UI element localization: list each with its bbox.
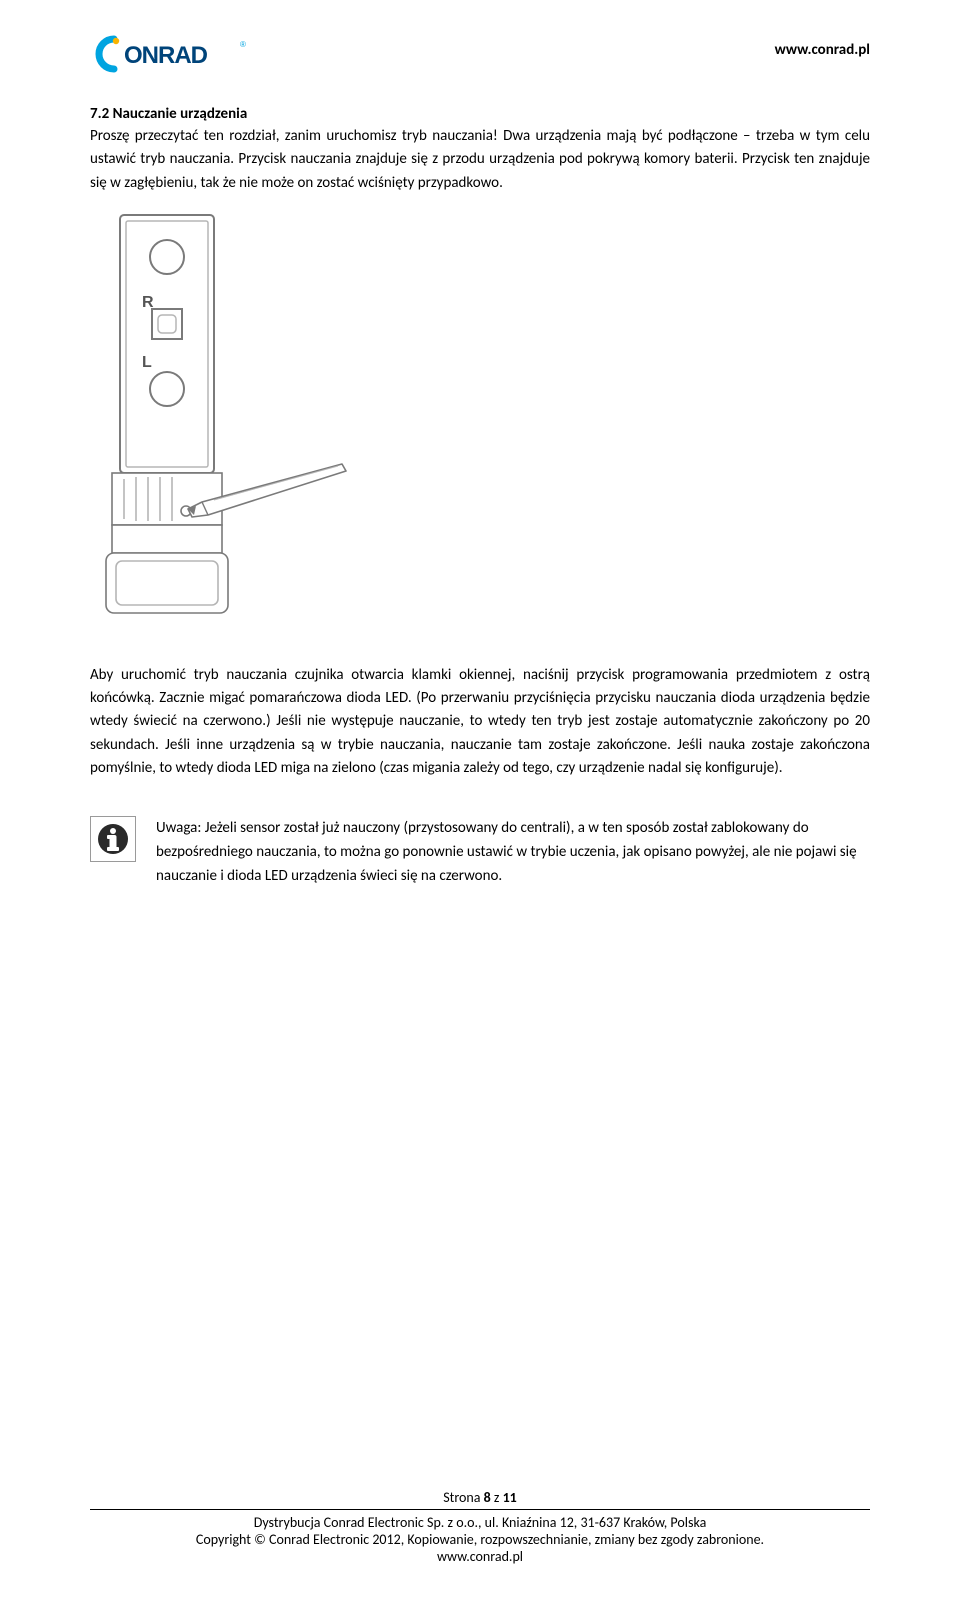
page-footer: Strona 8 z 11 Dystrybucja Conrad Electro…: [90, 1489, 870, 1565]
device-diagram: R L: [90, 209, 870, 644]
footer-divider: [90, 1509, 870, 1510]
page-number: Strona 8 z 11: [90, 1489, 870, 1506]
note-text: Uwaga: Jeżeli sensor został już nauczony…: [156, 816, 870, 888]
page-label-pre: Strona: [443, 1489, 483, 1506]
page-current: 8: [484, 1489, 491, 1506]
page-total: 11: [503, 1489, 517, 1506]
note-block: Uwaga: Jeżeli sensor został już nauczony…: [90, 816, 870, 888]
logo-svg: ONRAD ®: [90, 35, 260, 73]
header-row: ONRAD ® www.conrad.pl: [90, 35, 870, 73]
svg-text:®: ®: [240, 40, 246, 49]
footer-line-2: Copyright © Conrad Electronic 2012, Kopi…: [90, 1531, 870, 1548]
logo-text: ONRAD: [124, 42, 208, 69]
paragraph-2: Aby uruchomić tryb nauczania czujnika ot…: [90, 664, 870, 780]
conrad-logo: ONRAD ®: [90, 35, 260, 73]
page-sep: z: [491, 1489, 503, 1506]
footer-line-3: www.conrad.pl: [90, 1548, 870, 1565]
diagram-label-l: L: [142, 354, 152, 371]
paragraph-1: Proszę przeczytać ten rozdział, zanim ur…: [90, 125, 870, 195]
info-icon: [90, 816, 136, 862]
footer-line-1: Dystrybucja Conrad Electronic Sp. z o.o.…: [90, 1514, 870, 1531]
section-heading: 7.2 Nauczanie urządzenia: [90, 105, 870, 123]
header-url: www.conrad.pl: [775, 35, 870, 59]
